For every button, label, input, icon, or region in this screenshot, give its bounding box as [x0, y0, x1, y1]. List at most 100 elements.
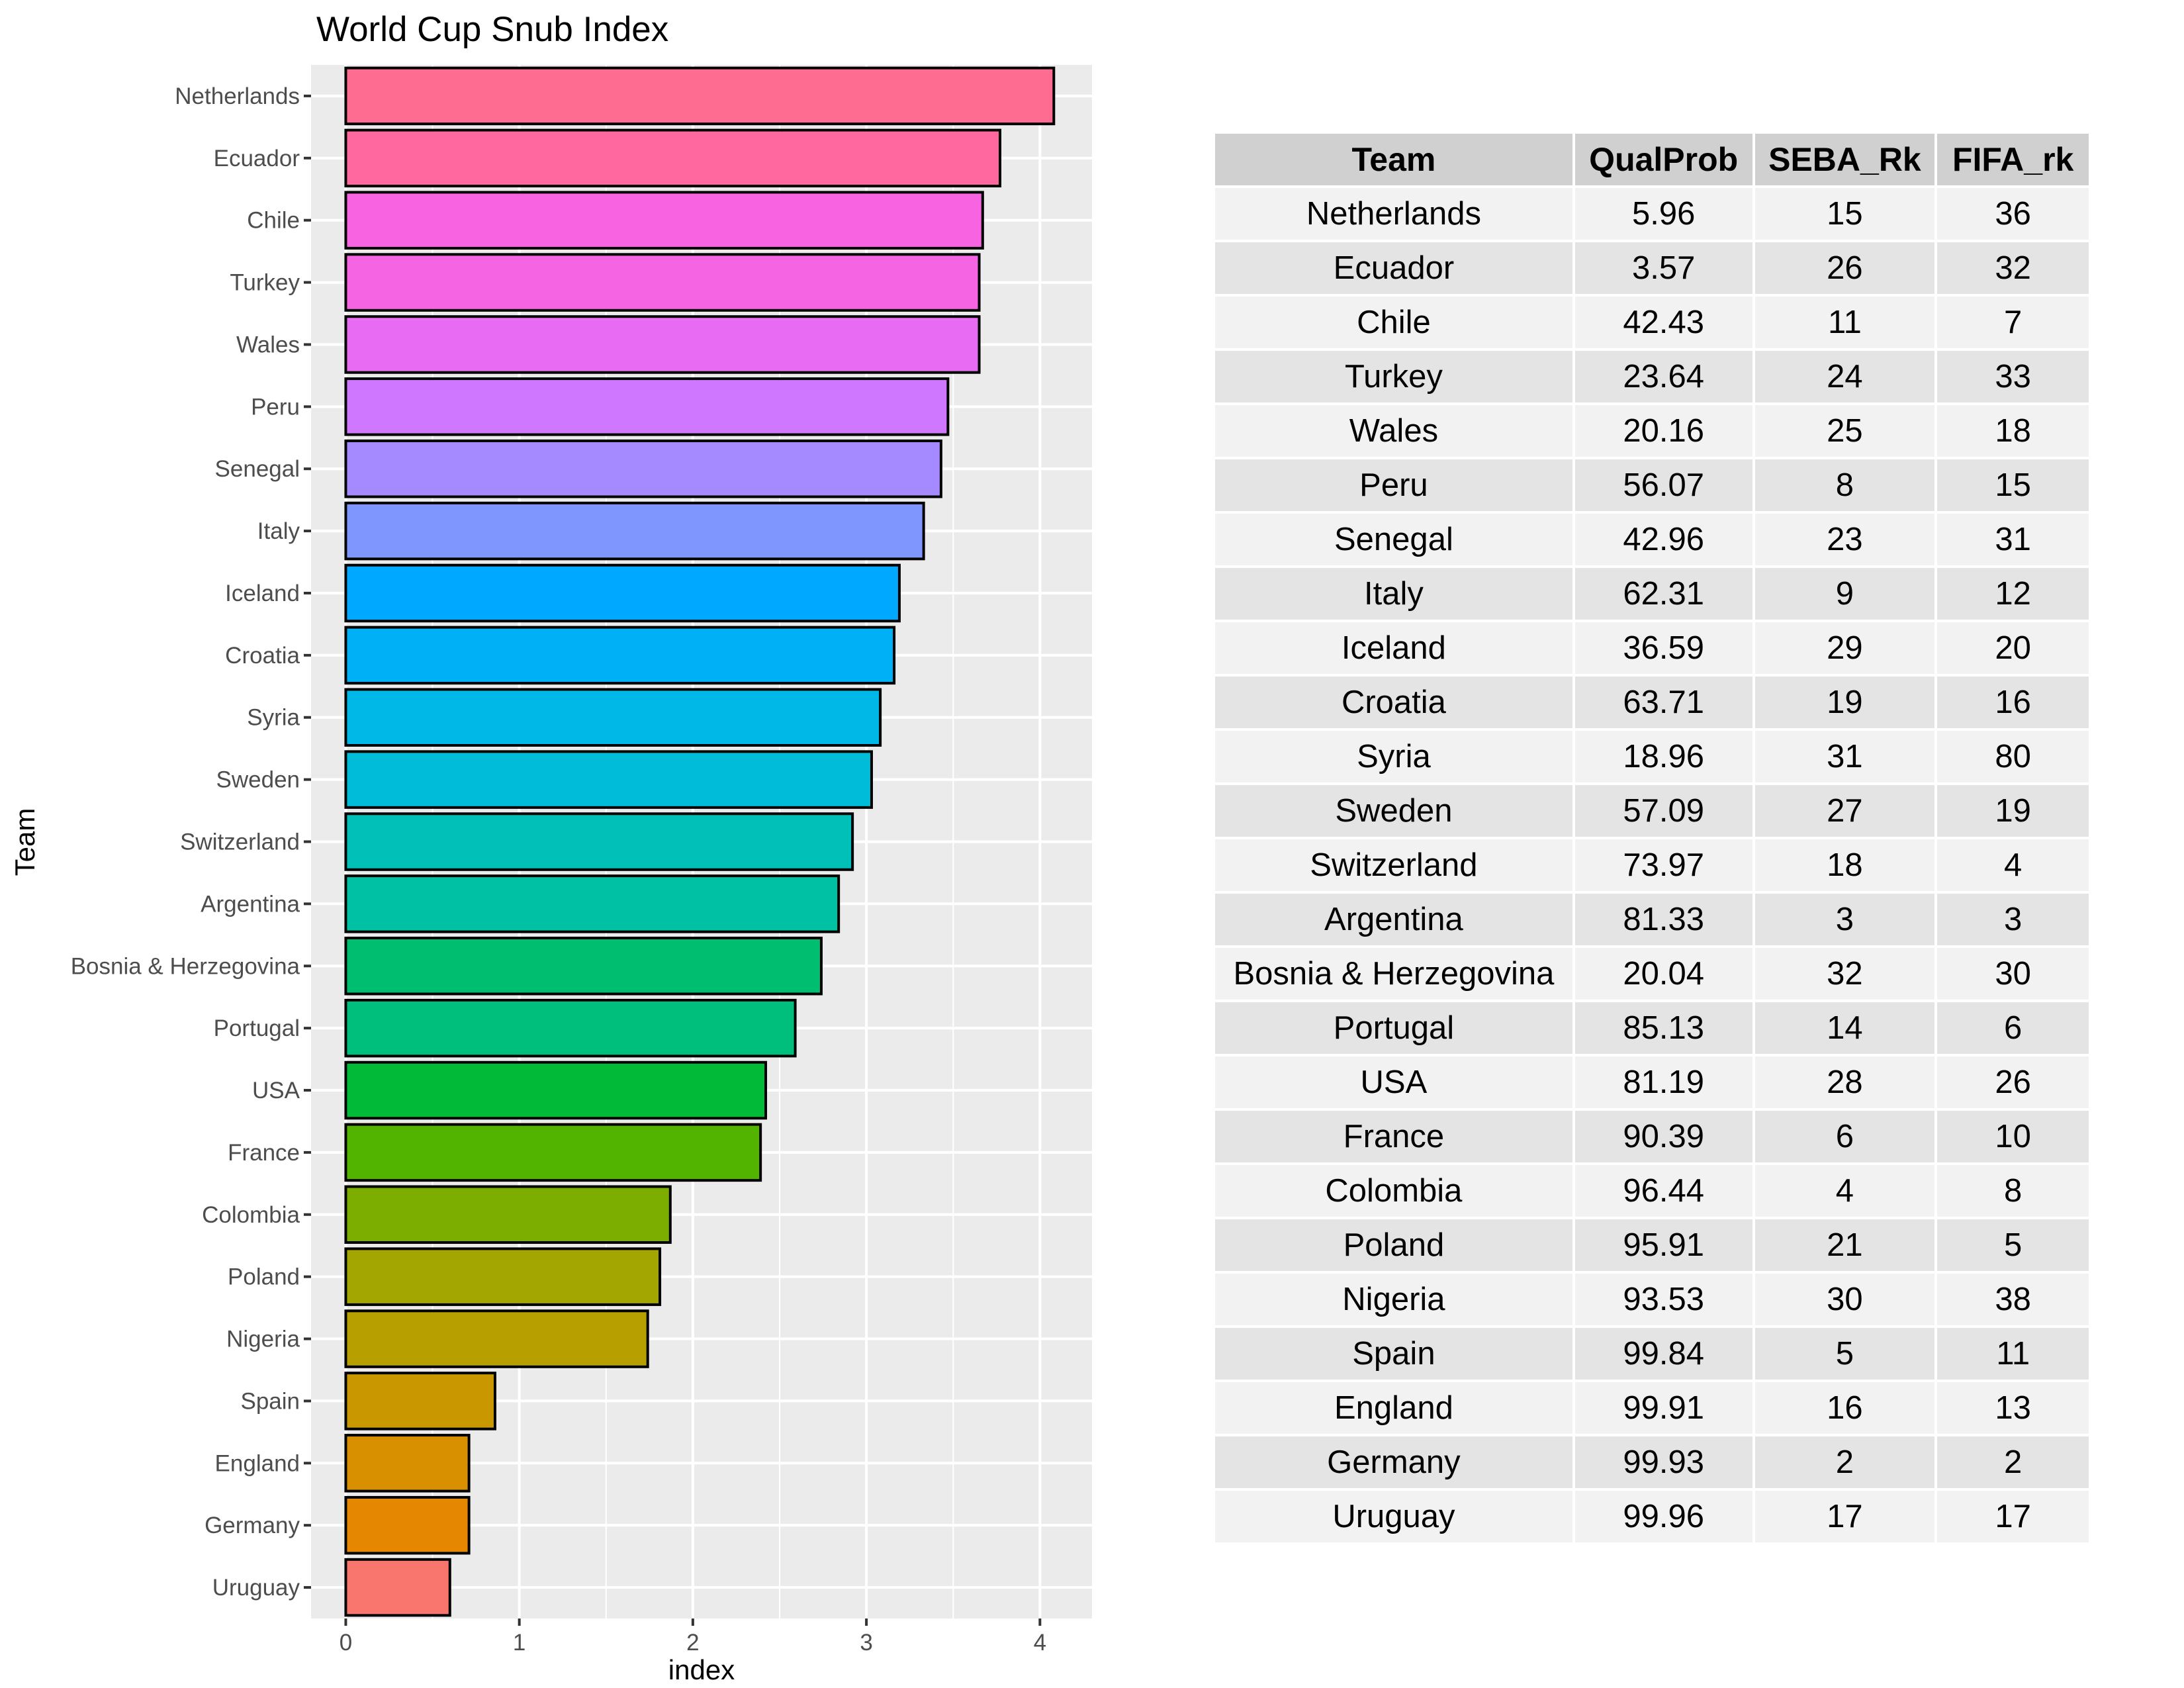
table-row: Netherlands 5.96 15 36: [1215, 188, 2089, 240]
table-row: Chile 42.43 11 7: [1215, 297, 2089, 348]
bar: [344, 253, 981, 312]
cell-team: Croatia: [1215, 677, 1572, 728]
bar: [344, 501, 925, 561]
bar: [344, 191, 984, 250]
y-tick-label: USA: [252, 1078, 300, 1103]
table-row: Poland 95.91 21 5: [1215, 1219, 2089, 1271]
cell-qualprob: 57.09: [1574, 785, 1752, 837]
cell-team: Switzerland: [1215, 839, 1572, 891]
cell-fifa-rk: 18: [1937, 405, 2089, 457]
y-tick-label: Portugal: [214, 1015, 300, 1041]
bar: [344, 1247, 662, 1306]
cell-qualprob: 5.96: [1574, 188, 1752, 240]
cell-qualprob: 62.31: [1574, 568, 1752, 620]
cell-seba-rk: 11: [1754, 297, 1935, 348]
y-tick-label: Iceland: [225, 581, 300, 606]
y-tick-label: Peru: [251, 394, 300, 420]
bar-chart-svg: World Cup Snub Index Netherlands Ecuador C…: [9, 10, 1092, 1685]
cell-fifa-rk: 13: [1937, 1382, 2089, 1434]
x-tick-label: 3: [860, 1630, 872, 1656]
table-row: England 99.91 16 13: [1215, 1382, 2089, 1434]
bar: [344, 66, 1056, 126]
x-tick-label: 4: [1034, 1630, 1046, 1656]
cell-seba-rk: 24: [1754, 351, 1935, 402]
cell-qualprob: 96.44: [1574, 1165, 1752, 1217]
table-row: Croatia 63.71 19 16: [1215, 677, 2089, 728]
cell-seba-rk: 25: [1754, 405, 1935, 457]
cell-fifa-rk: 36: [1937, 188, 2089, 240]
cell-qualprob: 63.71: [1574, 677, 1752, 728]
snub-index-chart: World Cup Snub Index Netherlands Ecuador C…: [9, 10, 1092, 1685]
table-row: Nigeria 93.53 30 38: [1215, 1274, 2089, 1325]
table-row: Portugal 85.13 14 6: [1215, 1002, 2089, 1054]
bar: [344, 1309, 649, 1368]
cell-fifa-rk: 32: [1937, 242, 2089, 294]
cell-fifa-rk: 5: [1937, 1219, 2089, 1271]
table-row: Italy 62.31 9 12: [1215, 568, 2089, 620]
cell-team: Syria: [1215, 731, 1572, 782]
cell-team: Turkey: [1215, 351, 1572, 402]
cell-fifa-rk: 3: [1937, 894, 2089, 945]
cell-qualprob: 95.91: [1574, 1219, 1752, 1271]
y-tick-label: Poland: [228, 1264, 300, 1290]
table-row: Switzerland 73.97 18 4: [1215, 839, 2089, 891]
cell-fifa-rk: 2: [1937, 1436, 2089, 1488]
cell-qualprob: 93.53: [1574, 1274, 1752, 1325]
bar: [344, 626, 896, 685]
cell-fifa-rk: 26: [1937, 1056, 2089, 1108]
cell-team: Poland: [1215, 1219, 1572, 1271]
cell-seba-rk: 29: [1754, 622, 1935, 674]
bar: [344, 688, 882, 747]
bar: [344, 1185, 672, 1244]
cell-seba-rk: 27: [1754, 785, 1935, 837]
cell-seba-rk: 32: [1754, 948, 1935, 1000]
cell-seba-rk: 4: [1754, 1165, 1935, 1217]
y-tick-label: Syria: [247, 705, 300, 731]
cell-fifa-rk: 17: [1937, 1491, 2089, 1542]
bar: [344, 874, 841, 933]
cell-seba-rk: 23: [1754, 514, 1935, 565]
cell-qualprob: 99.96: [1574, 1491, 1752, 1542]
cell-team: USA: [1215, 1056, 1572, 1108]
cell-team: Chile: [1215, 297, 1572, 348]
cell-fifa-rk: 16: [1937, 677, 2089, 728]
cell-fifa-rk: 30: [1937, 948, 2089, 1000]
bar: [344, 315, 981, 374]
y-tick-label: France: [228, 1140, 300, 1166]
cell-team: Nigeria: [1215, 1274, 1572, 1325]
y-tick-label: Argentina: [201, 891, 300, 917]
bars: [344, 66, 1056, 1617]
cell-qualprob: 36.59: [1574, 622, 1752, 674]
cell-team: Sweden: [1215, 785, 1572, 837]
cell-qualprob: 73.97: [1574, 839, 1752, 891]
cell-qualprob: 81.33: [1574, 894, 1752, 945]
cell-team: Argentina: [1215, 894, 1572, 945]
cell-seba-rk: 28: [1754, 1056, 1935, 1108]
cell-seba-rk: 19: [1754, 677, 1935, 728]
cell-team: Germany: [1215, 1436, 1572, 1488]
cell-fifa-rk: 8: [1937, 1165, 2089, 1217]
table-header-row: Team QualProb SEBA_Rk FIFA_rk: [1215, 134, 2089, 185]
x-tick-label: 2: [686, 1630, 699, 1656]
cell-team: Colombia: [1215, 1165, 1572, 1217]
table-row: Peru 56.07 8 15: [1215, 459, 2089, 511]
cell-fifa-rk: 12: [1937, 568, 2089, 620]
bar: [344, 1434, 471, 1493]
cell-seba-rk: 15: [1754, 188, 1935, 240]
table-body: Netherlands 5.96 15 36 Ecuador 3.57 26 32 Chile 4…: [1215, 188, 2089, 1542]
cell-seba-rk: 8: [1754, 459, 1935, 511]
bar: [344, 1495, 471, 1555]
bar: [344, 750, 873, 809]
bar: [344, 563, 901, 623]
cell-seba-rk: 16: [1754, 1382, 1935, 1434]
cell-team: Iceland: [1215, 622, 1572, 674]
team-stats-table-container: Team QualProb SEBA_Rk FIFA_rk Netherland…: [1212, 131, 2091, 1545]
header-seba-rk: SEBA_Rk: [1754, 134, 1935, 185]
cell-fifa-rk: 6: [1937, 1002, 2089, 1054]
cell-fifa-rk: 7: [1937, 297, 2089, 348]
y-tick-label: Croatia: [225, 643, 300, 669]
table-row: Argentina 81.33 3 3: [1215, 894, 2089, 945]
bar: [344, 1558, 451, 1617]
y-tick-label: Italy: [257, 518, 300, 544]
y-tick-label: Colombia: [202, 1202, 300, 1228]
